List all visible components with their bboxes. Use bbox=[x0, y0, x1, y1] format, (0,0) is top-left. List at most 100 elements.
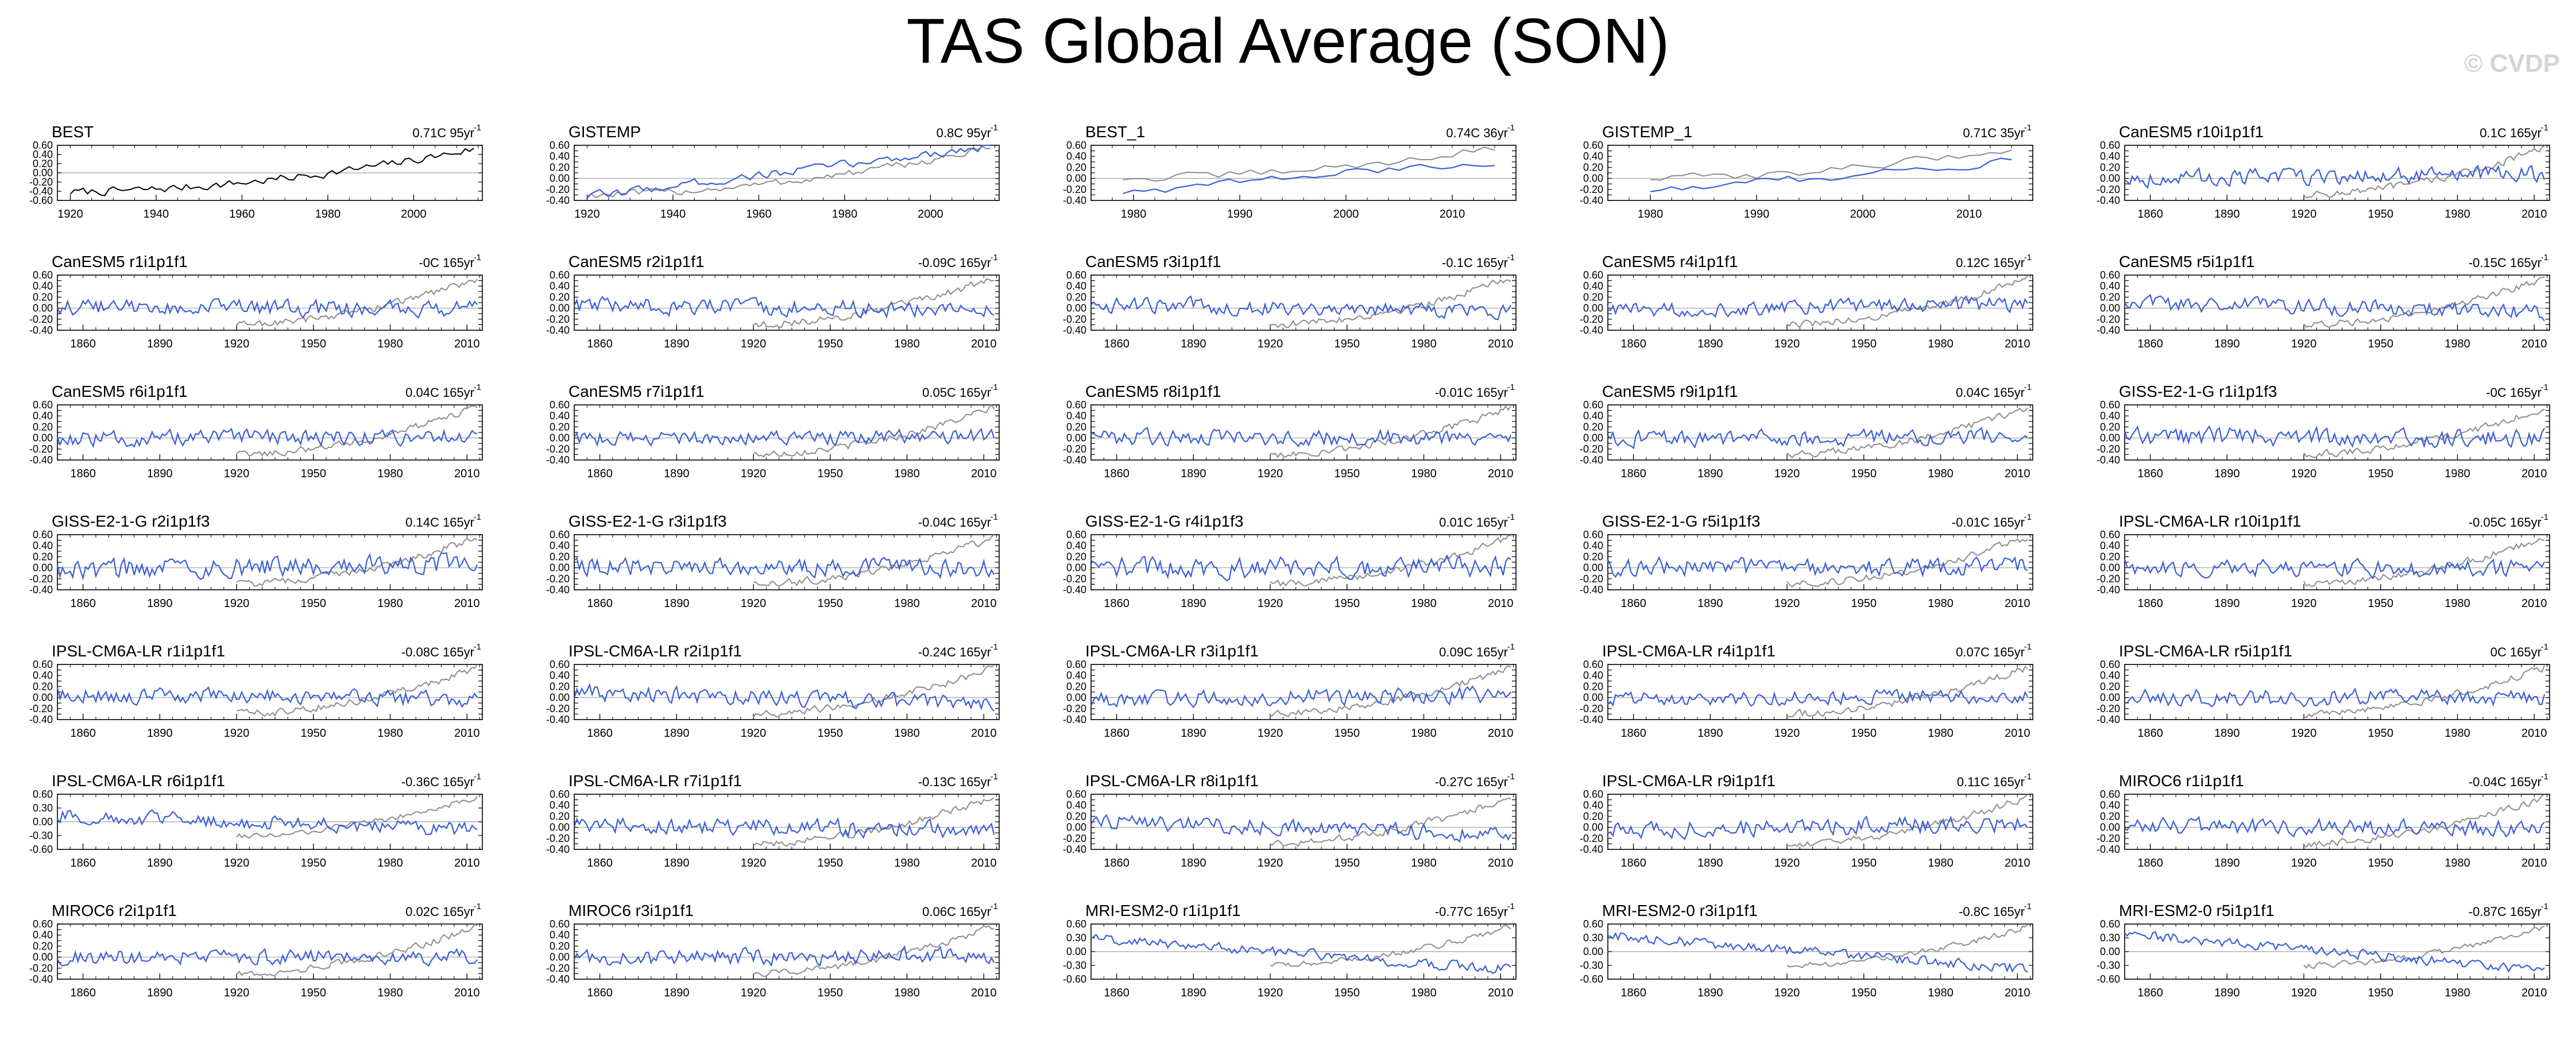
ytick-label: 0.40 bbox=[550, 799, 570, 811]
ytick-label: 0.60 bbox=[1583, 789, 1603, 800]
xtick-label: 1980 bbox=[2445, 857, 2470, 869]
series-obs bbox=[753, 404, 995, 458]
panel-12: CanESM5 r8i1p1f1 -0.01C 165yr-1 -0.40-0.20… bbox=[1063, 382, 1517, 480]
xtick-label: 1920 bbox=[2291, 208, 2317, 221]
xtick-label: 1920 bbox=[224, 597, 250, 610]
panel-9: CanESM5 r5i1p1f1 -0.15C 165yr-1 -0.40-0.20… bbox=[2097, 253, 2550, 350]
ytick-label: -0.20 bbox=[1063, 443, 1086, 455]
series-obs bbox=[1270, 924, 1511, 967]
series-obs_black bbox=[69, 148, 474, 196]
xtick-label: 1890 bbox=[147, 987, 173, 999]
trend-exponent: -1 bbox=[1507, 253, 1515, 262]
xtick-label: 1980 bbox=[1411, 467, 1437, 480]
ytick-label: 0.00 bbox=[33, 562, 53, 574]
ytick-label: -0.40 bbox=[1580, 195, 1603, 206]
xtick-label: 1920 bbox=[1774, 987, 1800, 999]
panel-trend: -0.24C 165yr bbox=[918, 645, 991, 659]
ytick-label: 0.60 bbox=[550, 659, 570, 670]
ytick-label: 0.60 bbox=[2100, 659, 2120, 670]
panel-15: GISS-E2-1-G r2i1p1f3 0.14C 165yr-1 -0.40-0… bbox=[29, 512, 483, 610]
ytick-label: -0.40 bbox=[1580, 714, 1603, 725]
xtick-label: 1890 bbox=[1181, 727, 1206, 740]
xtick-label: 1990 bbox=[1227, 208, 1253, 221]
xtick-label: 2010 bbox=[971, 467, 997, 480]
ytick-label: -0.40 bbox=[546, 584, 570, 596]
ytick-label: 0.60 bbox=[33, 918, 53, 930]
series-model bbox=[2124, 815, 2545, 838]
ytick-label: 0.00 bbox=[1583, 822, 1603, 833]
ytick-label: 0.00 bbox=[33, 952, 53, 963]
panel-trend: -0.27C 165yr bbox=[1435, 775, 1508, 789]
panel-trend: 0.05C 165yr bbox=[922, 385, 991, 400]
xtick-label: 2010 bbox=[1488, 467, 1514, 480]
ytick-label: 0.40 bbox=[33, 929, 53, 941]
series-obs bbox=[2303, 665, 2546, 718]
panel-25: IPSL-CM6A-LR r6i1p1f1 -0.36C 165yr-1 -0.60… bbox=[29, 772, 483, 869]
series-obs bbox=[1270, 797, 1511, 847]
xtick-label: 1980 bbox=[1638, 208, 1664, 221]
xtick-label: 1890 bbox=[1697, 467, 1723, 480]
series-model bbox=[574, 556, 995, 579]
plot-frame bbox=[2124, 404, 2550, 461]
ytick-label: 0.40 bbox=[2100, 280, 2120, 292]
xtick-label: 1860 bbox=[1104, 338, 1130, 350]
series-obs bbox=[753, 665, 995, 718]
ytick-label: -0.40 bbox=[2097, 454, 2120, 466]
xtick-label: 1980 bbox=[1411, 987, 1437, 999]
xtick-label: 1860 bbox=[1620, 338, 1646, 350]
xtick-label: 1860 bbox=[2137, 987, 2163, 999]
xtick-label: 1920 bbox=[1774, 467, 1800, 480]
series-obs bbox=[1123, 146, 1495, 182]
series-model bbox=[2124, 557, 2546, 580]
ytick-label: -0.40 bbox=[1063, 195, 1086, 206]
trend-exponent: -1 bbox=[991, 772, 998, 782]
series-obs bbox=[2303, 794, 2545, 848]
ytick-label: -0.20 bbox=[2097, 184, 2120, 195]
series-model bbox=[1650, 157, 2012, 192]
ytick-label: -0.20 bbox=[1063, 833, 1086, 844]
panel-4: CanESM5 r10i1p1f1 0.1C 165yr-1-0.40-0.200… bbox=[2097, 123, 2550, 221]
ytick-label: 0.60 bbox=[1066, 789, 1086, 800]
series-obs bbox=[1786, 407, 2028, 459]
xtick-label: 1950 bbox=[1851, 857, 1877, 869]
panel-trend: -0C 165yr bbox=[419, 256, 474, 270]
xtick-label: 1920 bbox=[1258, 467, 1283, 480]
xtick-label: 1860 bbox=[1104, 467, 1130, 480]
ytick-label: 0.40 bbox=[1583, 540, 1603, 551]
ytick-label: 0.40 bbox=[550, 929, 570, 941]
ytick-label: 0.40 bbox=[550, 150, 570, 162]
xtick-label: 1980 bbox=[1928, 727, 1954, 740]
ytick-label: -0.40 bbox=[29, 185, 53, 197]
series-obs bbox=[236, 796, 478, 839]
ytick-label: 0.00 bbox=[33, 692, 53, 704]
ytick-label: 0.20 bbox=[33, 421, 53, 432]
panel-title: BEST_1 bbox=[1085, 123, 1145, 141]
ytick-label: 0.20 bbox=[33, 681, 53, 692]
ytick-label: 0.40 bbox=[1066, 540, 1086, 551]
ytick-label: -0.40 bbox=[29, 324, 53, 336]
xtick-label: 1950 bbox=[2368, 857, 2394, 869]
ytick-label: 0.00 bbox=[2100, 303, 2120, 314]
ytick-label: 0.00 bbox=[1583, 432, 1603, 444]
ytick-label: 0.00 bbox=[1583, 946, 1603, 957]
ytick-label: 0.30 bbox=[33, 802, 53, 814]
xtick-label: 1920 bbox=[57, 208, 83, 221]
ytick-label: 0.60 bbox=[2100, 140, 2120, 151]
ytick-label: -0.20 bbox=[29, 443, 53, 455]
ytick-label: 0.00 bbox=[33, 816, 53, 828]
ytick-label: -0.20 bbox=[2097, 573, 2120, 585]
panel-title: CanESM5 r4i1p1f1 bbox=[1602, 253, 1738, 270]
xtick-label: 1920 bbox=[2291, 597, 2317, 610]
ytick-label: 0.60 bbox=[1583, 918, 1603, 930]
panel-title: IPSL-CM6A-LR r9i1p1f1 bbox=[1602, 772, 1776, 790]
xtick-label: 2000 bbox=[918, 208, 943, 221]
xtick-label: 1890 bbox=[664, 987, 690, 999]
trend-exponent: -1 bbox=[1507, 642, 1515, 652]
xtick-label: 1950 bbox=[818, 597, 844, 610]
xtick-label: 1950 bbox=[301, 727, 327, 740]
xtick-label: 1950 bbox=[1335, 467, 1360, 480]
xtick-label: 1890 bbox=[664, 467, 690, 480]
panel-title: IPSL-CM6A-LR r6i1p1f1 bbox=[52, 772, 225, 790]
xtick-label: 1950 bbox=[301, 338, 327, 350]
xtick-label: 1980 bbox=[894, 857, 920, 869]
